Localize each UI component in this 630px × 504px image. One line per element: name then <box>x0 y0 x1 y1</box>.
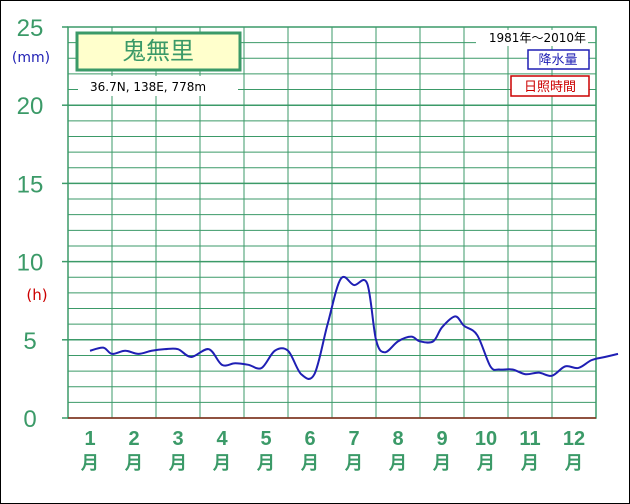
y-tick-label: 0 <box>23 406 36 433</box>
month-unit-label: 月 <box>80 453 99 474</box>
station-name: 鬼無里 <box>122 37 194 65</box>
month-number-label: 11 <box>519 428 540 450</box>
month-number-label: 12 <box>563 428 585 450</box>
month-unit-label: 月 <box>212 453 231 474</box>
location-text: 36.7N, 138E, 778m <box>90 80 206 94</box>
grid <box>62 26 597 419</box>
y-tick-label: 20 <box>17 93 44 120</box>
y-tick-label: 15 <box>17 171 44 198</box>
month-unit-label: 月 <box>388 453 407 474</box>
period-background <box>476 30 588 46</box>
month-number-label: 10 <box>475 428 497 450</box>
y-tick-label: 10 <box>17 250 44 277</box>
sunshine-unit-label: (h) <box>26 286 47 304</box>
precipitation-line <box>89 275 619 380</box>
month-number-label: 1 <box>84 428 95 450</box>
month-number-label: 2 <box>128 428 139 450</box>
month-number-label: 8 <box>392 428 403 450</box>
month-unit-label: 月 <box>520 453 539 474</box>
month-unit-label: 月 <box>564 453 583 474</box>
y-tick-label: 25 <box>17 15 44 42</box>
month-number-label: 5 <box>260 428 271 450</box>
location-background <box>78 76 238 96</box>
precip-unit-label: (mm) <box>12 50 50 66</box>
legend-sunshine-label: 日照時間 <box>524 80 576 95</box>
month-unit-label: 月 <box>300 453 319 474</box>
month-labels: 1 月 2 月 3 月 4 月 5 月 6 月 7 月 8 月 9 月 10 月 11 月 12 月 <box>80 428 585 474</box>
month-number-label: 6 <box>304 428 315 450</box>
month-unit-label: 月 <box>256 453 275 474</box>
y-tick-labels: 0 5 10 15 20 25 <box>17 15 44 433</box>
legend-sunshine-box <box>510 75 590 97</box>
month-unit-label: 月 <box>432 453 451 474</box>
y-tick-label: 5 <box>23 328 36 355</box>
month-unit-label: 月 <box>168 453 187 474</box>
month-number-label: 4 <box>216 428 228 450</box>
legend-precip-label: 降水量 <box>538 53 577 68</box>
station-name-box <box>75 31 242 72</box>
month-number-label: 3 <box>172 428 183 450</box>
month-number-label: 9 <box>436 428 447 450</box>
month-unit-label: 月 <box>344 453 363 474</box>
month-number-label: 7 <box>348 428 359 450</box>
month-unit-label: 月 <box>124 453 143 474</box>
period-label: 1981年〜2010年 <box>489 31 586 45</box>
legend-precip-box <box>527 49 590 70</box>
month-unit-label: 月 <box>476 453 495 474</box>
